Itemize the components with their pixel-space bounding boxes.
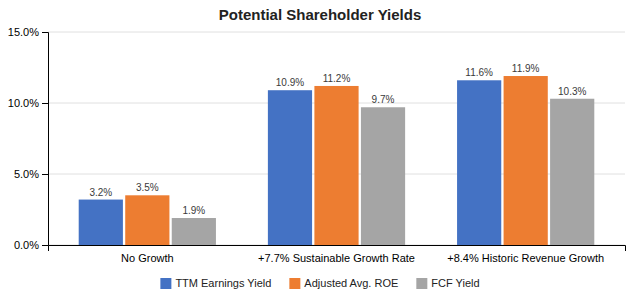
x-axis: No Growth +7.7% Sustainable Growth Rate +8… xyxy=(49,246,626,264)
bar xyxy=(361,107,405,245)
y-tick-label: 0.0% xyxy=(14,239,39,251)
y-axis-line xyxy=(42,33,49,246)
data-label: 9.7% xyxy=(372,94,395,105)
data-label: 11.2% xyxy=(323,73,351,84)
x-tick-label: +8.4% Historic Revenue Growth xyxy=(447,252,604,264)
y-tick-mark xyxy=(42,103,48,104)
data-label: 10.9% xyxy=(276,77,304,88)
legend-item: FCF Yield xyxy=(416,277,479,289)
bar xyxy=(79,200,123,245)
y-tick-label: 15.0% xyxy=(8,26,39,38)
legend-label: FCF Yield xyxy=(431,277,479,289)
data-label: 11.6% xyxy=(465,67,493,78)
data-labels: 3.2% 10.9% 11.6% 3.5% 11.2% 11.9% 1.9% 9.7% 10.3… xyxy=(89,63,586,216)
chart: 0.0% 5.0% 10.0% 15.0% No Growth +7.7% Sustain… xyxy=(0,0,640,297)
y-axis: 0.0% 5.0% 10.0% 15.0% xyxy=(8,26,49,251)
series xyxy=(172,99,595,245)
legend-label: Adjusted Avg. ROE xyxy=(304,277,398,289)
y-tick-mark xyxy=(42,32,48,33)
x-tick: +8.4% Historic Revenue Growth xyxy=(447,252,604,264)
x-axis-line xyxy=(49,246,626,252)
title: Potential Shareholder Yields xyxy=(219,6,422,23)
legend-swatch xyxy=(416,278,427,289)
plot: 0.0% 5.0% 10.0% 15.0% No Growth +7.7% Sustain… xyxy=(8,26,626,264)
y-tick: 5.0% xyxy=(14,168,48,180)
data-label: 1.9% xyxy=(182,205,205,216)
y-tick-label: 10.0% xyxy=(8,97,39,109)
data-label: 3.2% xyxy=(89,187,112,198)
legend-swatch xyxy=(289,278,300,289)
y-tick-mark xyxy=(42,245,48,246)
y-tick: 10.0% xyxy=(8,97,48,109)
y-tick-mark xyxy=(42,174,48,175)
bar xyxy=(457,80,501,245)
bar xyxy=(504,76,548,245)
y-tick: 0.0% xyxy=(14,239,48,251)
legend-item: TTM Earnings Yield xyxy=(160,277,271,289)
series xyxy=(79,80,502,245)
bar xyxy=(125,195,169,245)
x-tick-label: No Growth xyxy=(121,252,174,264)
data-label: 11.9% xyxy=(512,63,540,74)
x-tick: +7.7% Sustainable Growth Rate xyxy=(258,252,415,264)
bars xyxy=(79,76,595,245)
x-tick-label: +7.7% Sustainable Growth Rate xyxy=(258,252,415,264)
grid xyxy=(48,32,625,245)
data-label: 3.5% xyxy=(136,182,159,193)
bar xyxy=(172,218,216,245)
x-tick: No Growth xyxy=(121,252,174,264)
grid-line xyxy=(48,32,625,33)
y-tick-label: 5.0% xyxy=(14,168,39,180)
legend-item: Adjusted Avg. ROE xyxy=(289,277,398,289)
data-label: 10.3% xyxy=(558,86,586,97)
legend: TTM Earnings Yield Adjusted Avg. ROE FCF Y… xyxy=(160,277,479,289)
legend-label: TTM Earnings Yield xyxy=(175,277,271,289)
series xyxy=(125,76,548,245)
bar xyxy=(314,86,358,245)
legend-swatch xyxy=(160,278,171,289)
bar xyxy=(268,90,312,245)
y-tick: 15.0% xyxy=(8,26,48,38)
bar xyxy=(550,99,594,245)
